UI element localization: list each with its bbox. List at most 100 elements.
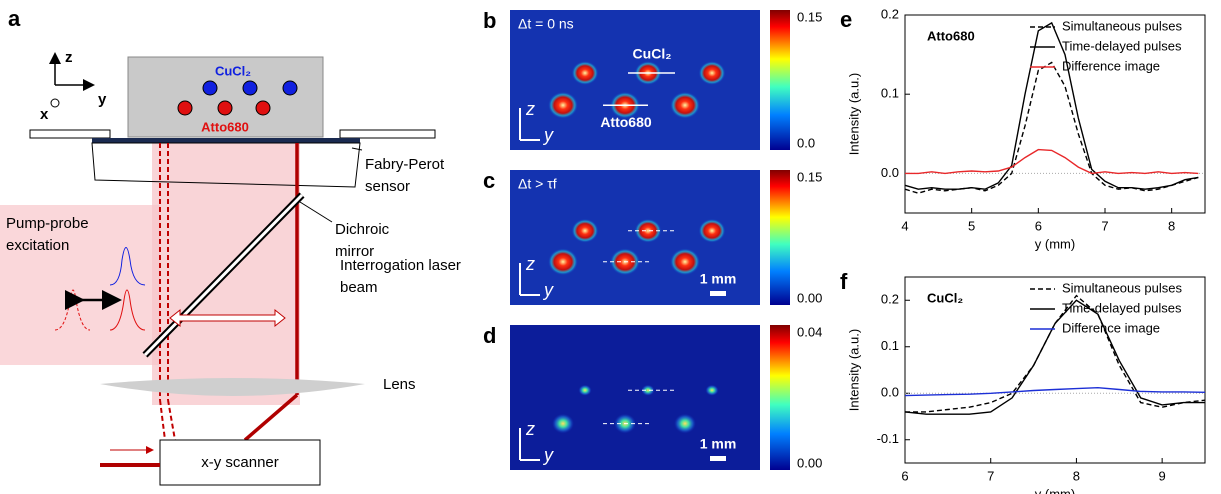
y-axis-label: Intensity (a.u.) bbox=[846, 73, 861, 155]
signal-blob bbox=[699, 61, 726, 85]
x-tick-label: 9 bbox=[1159, 468, 1166, 483]
image-panels: bzyΔt = 0 nsCuCl₂Atto6800.150.0czyΔt > τ… bbox=[483, 8, 822, 471]
colorbar bbox=[770, 325, 790, 470]
molecule bbox=[203, 81, 217, 95]
y-axis-label: Intensity (a.u.) bbox=[846, 329, 861, 411]
signal-blob bbox=[572, 61, 599, 85]
leader bbox=[352, 148, 362, 150]
x-tick-label: 8 bbox=[1073, 468, 1080, 483]
x-axis-label: y (mm) bbox=[1035, 236, 1075, 251]
axis-label: y bbox=[542, 125, 554, 145]
chart-panels: e 0.0 0.1 0.2 4 5 6 7 8 y (mm) Intensity (a.u.) Att… bbox=[840, 6, 1205, 494]
colorbar bbox=[770, 10, 790, 150]
plate bbox=[30, 130, 110, 138]
scale-bar bbox=[710, 291, 726, 296]
panel-letter: b bbox=[483, 8, 496, 33]
sensor-label: Fabry-Perot bbox=[365, 156, 445, 173]
axis-label: y bbox=[542, 280, 554, 300]
signal-blob bbox=[674, 414, 696, 434]
scale-bar-label: 1 mm bbox=[700, 271, 737, 287]
legend-label: Time-delayed pulses bbox=[1062, 300, 1182, 315]
molecule-label: Atto680 bbox=[600, 114, 652, 130]
colorbar-label: 0.15 bbox=[797, 169, 822, 184]
leader bbox=[300, 202, 332, 222]
y-tick-label: 0.0 bbox=[881, 165, 899, 180]
x-tick-label: 7 bbox=[1101, 218, 1108, 233]
signal-blob bbox=[705, 385, 718, 396]
signal-blob bbox=[548, 92, 578, 119]
lens bbox=[100, 378, 365, 396]
legend-label: Simultaneous pulses bbox=[1062, 280, 1182, 295]
x-tick-label: 5 bbox=[968, 218, 975, 233]
panel-letter: d bbox=[483, 323, 496, 348]
panel-letter: e bbox=[840, 7, 852, 32]
signal-blob bbox=[552, 414, 574, 434]
legend-label: Difference image bbox=[1062, 320, 1160, 335]
scanner-label: x-y scanner bbox=[201, 454, 279, 471]
laser-label: Interrogation laser bbox=[340, 257, 461, 274]
excitation-label: excitation bbox=[6, 237, 69, 254]
x-tick-label: 4 bbox=[901, 218, 908, 233]
y-tick-label: -0.1 bbox=[877, 431, 899, 446]
colorbar-label: 0.04 bbox=[797, 324, 822, 339]
condition-label: Δt = 0 ns bbox=[518, 16, 574, 32]
axis-label: z bbox=[65, 49, 73, 66]
panel-letter: a bbox=[8, 6, 21, 31]
panel-letter: c bbox=[483, 168, 495, 193]
x-axis-label: y (mm) bbox=[1035, 486, 1075, 494]
series-line bbox=[905, 150, 1198, 174]
molecule-label: Atto680 bbox=[201, 119, 249, 134]
x-tick-label: 8 bbox=[1168, 218, 1175, 233]
molecule bbox=[178, 101, 192, 115]
signal-blob bbox=[572, 219, 599, 243]
annotation: Atto680 bbox=[927, 28, 975, 43]
x-tick-label: 7 bbox=[987, 468, 994, 483]
excitation-label: Pump-probe bbox=[6, 215, 89, 232]
scale-bar-label: 1 mm bbox=[700, 436, 737, 452]
colorbar-label: 0.00 bbox=[797, 455, 822, 470]
y-tick-label: 0.2 bbox=[881, 6, 899, 21]
scale-bar bbox=[710, 456, 726, 461]
signal-blob bbox=[699, 219, 726, 243]
series-line bbox=[905, 300, 1205, 414]
molecule bbox=[256, 101, 270, 115]
y-tick-label: 0.1 bbox=[881, 338, 899, 353]
condition-label: Δt > τf bbox=[518, 176, 557, 192]
molecule bbox=[243, 81, 257, 95]
molecule-label: CuCl₂ bbox=[633, 46, 672, 62]
legend-label: Time-delayed pulses bbox=[1062, 38, 1182, 53]
molecule bbox=[283, 81, 297, 95]
y-tick-label: 0.1 bbox=[881, 86, 899, 101]
pump-path bbox=[160, 400, 175, 440]
signal-blob bbox=[670, 248, 700, 275]
mirror-label: Dichroic bbox=[335, 221, 390, 238]
y-tick-label: 0.2 bbox=[881, 292, 899, 307]
sensor-label: sensor bbox=[365, 178, 410, 195]
legend-label: Simultaneous pulses bbox=[1062, 18, 1182, 33]
axis-x-symbol bbox=[51, 99, 59, 107]
legend-label: Difference image bbox=[1062, 58, 1160, 73]
x-tick-label: 6 bbox=[901, 468, 908, 483]
molecule-label: CuCl₂ bbox=[215, 63, 251, 78]
molecule bbox=[218, 101, 232, 115]
colorbar-label: 0.0 bbox=[797, 135, 815, 150]
sensor-film bbox=[92, 138, 360, 143]
series-line bbox=[905, 388, 1205, 396]
axis-label: z bbox=[525, 254, 535, 274]
signal-blob bbox=[548, 248, 578, 275]
axis-label: y bbox=[542, 445, 554, 465]
signal-blob bbox=[578, 385, 591, 396]
panel-a: a z y x CuCl₂ Atto680 Fabry-Perot sensor… bbox=[0, 6, 461, 485]
signal-blob bbox=[670, 92, 700, 119]
lens-label: Lens bbox=[383, 376, 416, 393]
axis-label: x bbox=[40, 106, 49, 123]
axis-label: z bbox=[525, 419, 535, 439]
axis-label: y bbox=[98, 91, 107, 108]
x-tick-label: 6 bbox=[1035, 218, 1042, 233]
colorbar bbox=[770, 170, 790, 305]
laser-label: beam bbox=[340, 279, 378, 296]
annotation: CuCl₂ bbox=[927, 290, 963, 305]
colorbar-label: 0.00 bbox=[797, 290, 822, 305]
plate bbox=[340, 130, 435, 138]
panel-letter: f bbox=[840, 269, 848, 294]
